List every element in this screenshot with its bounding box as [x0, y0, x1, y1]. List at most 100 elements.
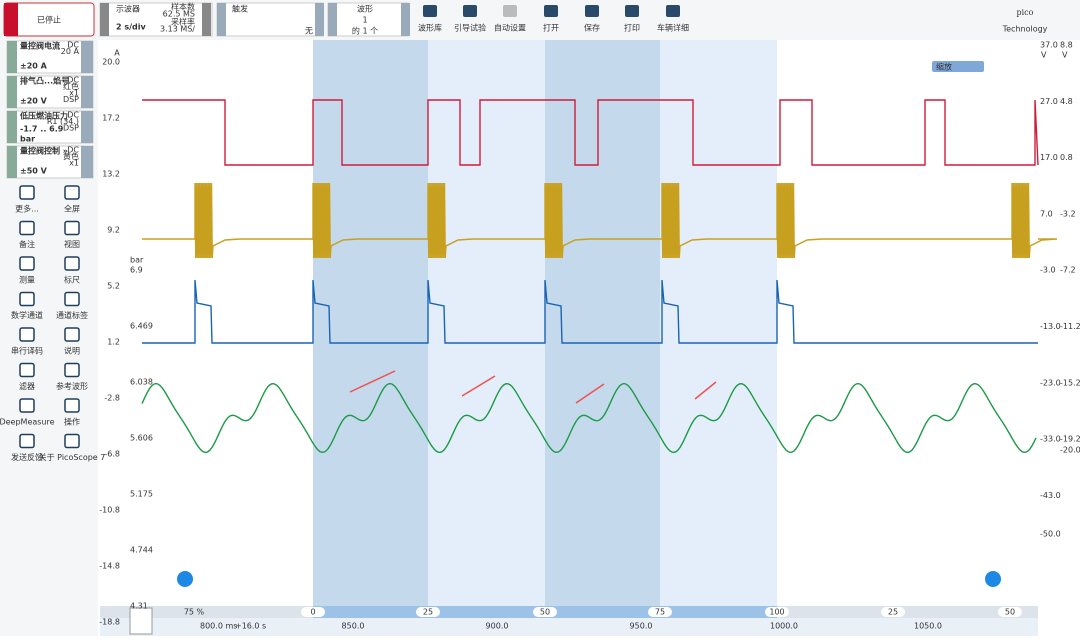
time-tick: 950.0	[630, 622, 653, 631]
tool-icon[interactable]	[64, 256, 80, 271]
label: x1	[69, 159, 79, 168]
tick-label: -3.0	[1040, 266, 1056, 275]
trigger: 触发	[232, 4, 248, 14]
tick-label: 27.0	[1040, 97, 1058, 106]
tool-label: 操作	[64, 417, 80, 427]
tool-icon[interactable]	[19, 291, 35, 307]
channel-box[interactable]	[6, 40, 94, 74]
tick-label: 5.606	[130, 434, 153, 443]
tool-label: 关于 PicoScope 7	[39, 452, 106, 462]
tool-icon[interactable]	[19, 398, 35, 413]
label: 62.5 MS	[163, 10, 195, 19]
tool-icon[interactable]	[19, 220, 35, 236]
annotation-arrow	[575, 383, 605, 404]
overview-tick: 50	[1005, 608, 1015, 617]
yellow-trace	[142, 182, 1058, 259]
tool-label: 滤器	[19, 381, 35, 391]
toolbar-icon	[544, 5, 558, 17]
channel-plus	[81, 146, 93, 178]
tool-icon[interactable]	[64, 291, 80, 307]
channel-minus	[7, 146, 17, 178]
waveform-box[interactable]	[327, 2, 409, 37]
label: V	[1062, 51, 1068, 60]
spin-button	[100, 3, 109, 36]
tool-label: 备注	[19, 239, 35, 249]
tool-icon[interactable]	[19, 327, 35, 342]
label: DC	[67, 111, 79, 120]
tool-icon[interactable]	[64, 327, 80, 342]
overview-handle[interactable]	[129, 607, 153, 635]
tick-label: 4.8	[1060, 97, 1073, 106]
tool-icon[interactable]	[19, 362, 35, 378]
channel-name: 量控阀控制 »	[20, 146, 68, 156]
tool-icon[interactable]	[19, 185, 35, 200]
annotation-arrow	[349, 370, 396, 393]
channel-name: 量控阀电流	[20, 41, 60, 51]
tick-label: -7.2	[1060, 266, 1076, 275]
toolbar-icon	[666, 5, 680, 17]
tool-icon[interactable]	[64, 220, 80, 236]
tick-label: -18.8	[99, 618, 120, 627]
scroll-left[interactable]	[177, 571, 193, 587]
label: DC	[67, 41, 79, 50]
tick-label: 17.2	[102, 114, 120, 123]
overview-tick-bg	[765, 607, 789, 617]
tick-label: -2.8	[104, 394, 120, 403]
label: R1 (34.)	[47, 117, 79, 126]
timebase: 2 s/div	[116, 23, 147, 32]
tick-label: -10.8	[99, 506, 120, 515]
toolbar-button: 引导试验	[454, 23, 486, 33]
tick-label: -43.0	[1040, 491, 1061, 500]
tick-label: -33.0	[1040, 435, 1061, 444]
channel-plus	[81, 111, 93, 143]
tool-icon[interactable]	[64, 362, 80, 378]
timebase-box[interactable]	[99, 2, 213, 37]
tool-icon[interactable]	[19, 256, 35, 271]
tool-icon[interactable]	[64, 398, 80, 413]
overview-tick: 75	[655, 608, 665, 617]
selection-light	[660, 40, 777, 606]
tick-label: -23.0	[1040, 378, 1061, 387]
label: 20 A	[61, 47, 80, 56]
zoom-widget[interactable]	[932, 61, 984, 72]
toolbar-icon	[503, 5, 517, 17]
channel-box[interactable]	[6, 75, 94, 109]
channel-minus	[7, 111, 17, 143]
label: DC	[67, 146, 79, 155]
label: DSP	[63, 124, 79, 133]
channel-box[interactable]	[6, 145, 94, 179]
tool-label: DeepMeasure	[0, 418, 55, 427]
tool-icon[interactable]	[64, 433, 80, 449]
tick-label: 6.9	[130, 266, 143, 275]
tool-icon[interactable]	[64, 185, 80, 200]
label: bar	[130, 256, 144, 265]
overview-tick: 0	[310, 608, 315, 617]
status: 已停止	[37, 15, 61, 25]
time-tick: 850.0	[342, 622, 365, 631]
tool-label: 发送反馈	[11, 452, 43, 462]
stop-indicator	[4, 3, 18, 36]
toolbar-icon	[585, 5, 599, 17]
tool-icon[interactable]	[19, 433, 35, 449]
channel-box[interactable]	[6, 110, 94, 144]
overview-tick-bg	[301, 607, 325, 617]
selection-dark	[545, 40, 660, 606]
tick-label: 1.2	[107, 338, 120, 347]
label: +16.0 s	[235, 622, 266, 631]
spin-button	[217, 3, 226, 36]
scroll-right[interactable]	[985, 571, 1001, 587]
time-tick: 1000.0	[770, 622, 798, 631]
channel-range: -1.7 .. 6.9	[20, 125, 64, 134]
tool-label: 串行译码	[11, 346, 43, 356]
tool-label: 通道标签	[56, 310, 88, 320]
tick-label: -50.0	[1040, 530, 1061, 539]
tick-label: 6.469	[130, 322, 153, 331]
label: 75 %	[184, 608, 205, 617]
label: 采样率	[171, 17, 195, 27]
channel-minus	[7, 41, 17, 73]
overview-tick: 25	[423, 608, 433, 617]
tool-label: 标尺	[64, 275, 80, 285]
tick-label: -13.0	[1040, 322, 1061, 331]
